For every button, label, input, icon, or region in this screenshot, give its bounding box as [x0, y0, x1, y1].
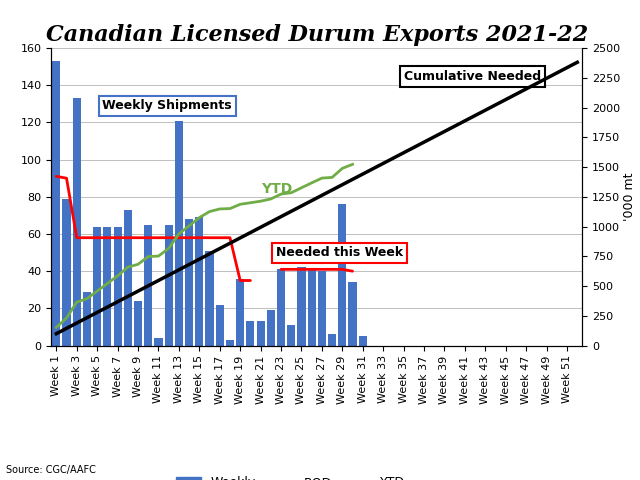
Text: Source: CGC/AAFC: Source: CGC/AAFC [6, 465, 96, 475]
Bar [154, 338, 163, 346]
Bar [339, 204, 346, 346]
Bar [93, 227, 101, 346]
Text: YTD: YTD [260, 182, 292, 196]
Bar [308, 269, 316, 346]
Bar [246, 322, 255, 346]
Bar [298, 267, 305, 346]
Bar [236, 278, 244, 346]
Text: Needed this Week: Needed this Week [276, 246, 403, 259]
Text: Cumulative Needed: Cumulative Needed [404, 70, 541, 83]
Bar [144, 225, 152, 346]
Bar [287, 325, 295, 346]
Bar [195, 217, 204, 346]
Bar [348, 282, 356, 346]
Bar [124, 210, 132, 346]
Bar [175, 120, 183, 346]
Bar [328, 335, 336, 346]
Bar [134, 301, 142, 346]
Bar [205, 251, 214, 346]
Bar [257, 322, 265, 346]
Bar [83, 292, 91, 346]
Bar [113, 227, 122, 346]
Bar [63, 199, 70, 346]
Y-axis label: '000 mt: '000 mt [623, 172, 636, 221]
Title: Canadian Licensed Durum Exports 2021-22: Canadian Licensed Durum Exports 2021-22 [45, 24, 588, 46]
Text: Weekly Shipments: Weekly Shipments [102, 99, 232, 112]
Bar [73, 98, 81, 346]
Bar [358, 336, 367, 346]
Bar [164, 225, 173, 346]
Bar [185, 219, 193, 346]
Bar [216, 305, 224, 346]
Bar [267, 310, 275, 346]
Bar [52, 61, 60, 346]
Bar [277, 269, 285, 346]
Bar [103, 227, 111, 346]
Bar [318, 271, 326, 346]
Bar [226, 340, 234, 346]
Legend: Weekly, RQD, YTD: Weekly, RQD, YTD [171, 471, 410, 480]
